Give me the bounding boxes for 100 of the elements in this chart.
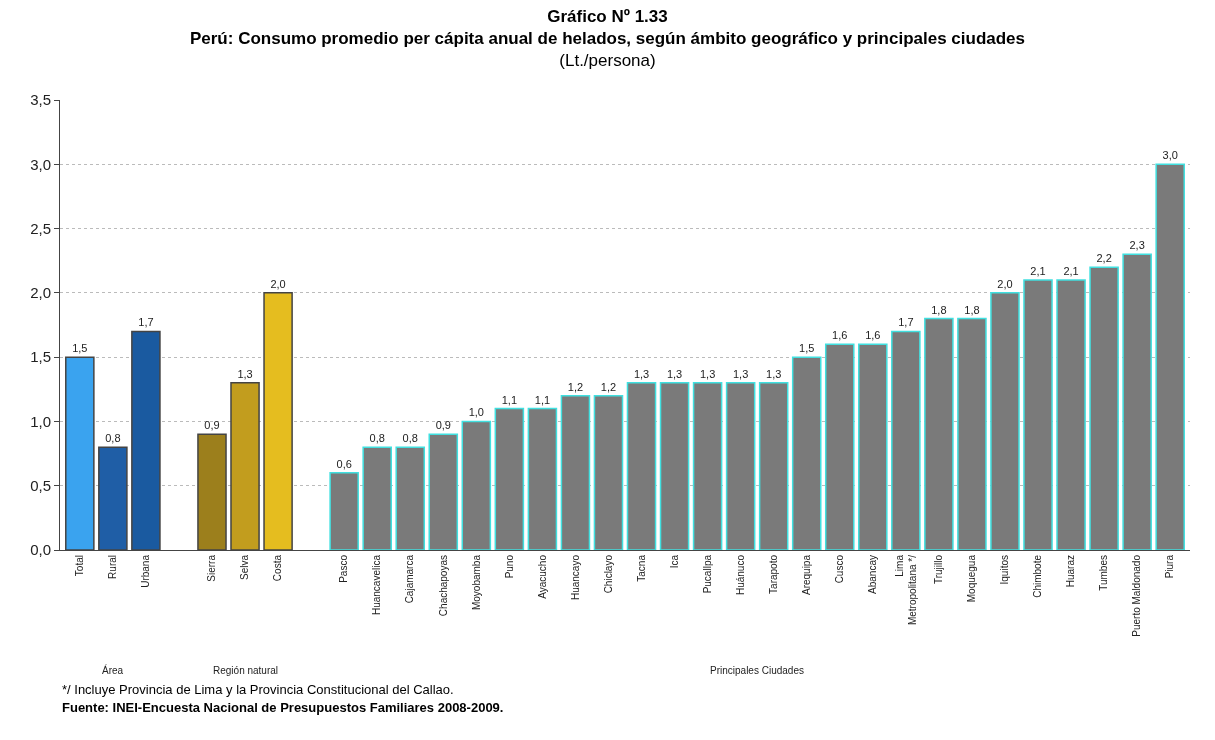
x-tick-label: Tumbes [1098, 555, 1110, 591]
bar [1122, 253, 1152, 550]
data-label: 1,0 [468, 406, 484, 419]
bar [791, 356, 822, 550]
data-label: 1,6 [832, 329, 848, 342]
text: Principales Ciudades [710, 665, 804, 676]
x-tick-label: Piura [1164, 554, 1176, 579]
data-label: 2,1 [1030, 265, 1046, 277]
x-tick-label: Total [74, 555, 86, 577]
data-label: 1,7 [898, 316, 914, 329]
bar [659, 382, 690, 550]
x-tick-label: Costa [272, 554, 284, 582]
x-tick-label: Tarapoto [767, 554, 779, 594]
data-label: 1,2 [567, 380, 584, 393]
chart-title: Gráfico Nº 1.33 Perú: Consumo promedio per cápita anual de helados, según ámbito geográfico y principales ciudades [189, 7, 1026, 49]
data-label: 1,2 [600, 380, 617, 393]
data-label: 0,8 [402, 432, 418, 445]
data-label: 1,3 [633, 367, 650, 380]
bar [891, 330, 921, 550]
bar [593, 394, 624, 550]
y-tick-label: 1,5 [30, 348, 51, 366]
data-label: 1,3 [699, 367, 716, 380]
bar [494, 407, 525, 550]
y-tick-label: 2,5 [30, 219, 51, 237]
data-label: 2,1 [1063, 265, 1079, 277]
data-label: 0,6 [336, 457, 352, 470]
text: Región natural [213, 665, 279, 676]
y-tick-label: 2,0 [30, 284, 51, 302]
x-tick-label: Iquitos [999, 555, 1011, 585]
x-tick-label: Abancay [867, 555, 879, 594]
x-tick-label: Selva [239, 554, 251, 581]
bar [560, 394, 591, 550]
bar [725, 382, 756, 550]
bar [1023, 279, 1053, 550]
x-tick-label: Tacna [635, 554, 647, 582]
x-tick-label: Moyobamba [470, 554, 482, 611]
bar [1089, 266, 1119, 550]
x-tick-label: Lima Metropolitana */ [893, 554, 918, 626]
bar [626, 382, 657, 550]
bar [957, 317, 987, 550]
x-tick-label: Huancavelica [371, 554, 383, 616]
bar [1056, 279, 1086, 550]
y-tick-label: 0,5 [30, 476, 51, 494]
x-tick-label: Rural [107, 555, 119, 579]
bar [924, 317, 954, 550]
x-tick-label: Puerto Maldonado [1131, 554, 1143, 637]
data-label: 2,0 [997, 277, 1013, 290]
x-tick-label: Moquegua [966, 554, 978, 603]
x-tick-label: Sierra [206, 554, 218, 582]
x-tick-label: Trujillo [933, 554, 945, 585]
x-tick-label: Huancayo [569, 554, 581, 601]
x-tick-label: Chimbote [1032, 554, 1044, 598]
data-label: 1,5 [72, 342, 88, 355]
bar [758, 382, 789, 550]
y-tick-label: 3,5 [30, 91, 51, 109]
x-tick-label: Ayacucho [536, 554, 548, 599]
data-label: 1,5 [799, 342, 815, 355]
bar [362, 446, 392, 550]
data-label: 1,8 [964, 303, 980, 316]
data-label: 1,1 [534, 393, 551, 406]
data-label: 0,9 [204, 419, 220, 432]
y-tick-label: 3,0 [30, 155, 51, 173]
x-tick-label: Arequipa [800, 554, 812, 596]
text: */ Incluye Provincia de Lima y la Provincia Constitucional del Callao. [62, 682, 454, 697]
data-label: 1,3 [237, 367, 253, 380]
bar [428, 433, 459, 550]
data-label: 1,1 [501, 393, 517, 406]
data-label: 3,0 [1162, 149, 1178, 162]
x-tick-label: Cajamarca [404, 554, 416, 604]
x-tick-label: Pucallpa [701, 554, 713, 594]
bar [858, 343, 888, 550]
data-label: 2,0 [270, 277, 286, 290]
data-label: 0,9 [435, 419, 451, 432]
x-tick-label: Ica [668, 554, 680, 569]
bar [395, 446, 426, 550]
x-tick-label: Chachapoyas [437, 555, 449, 617]
data-label: 0,8 [369, 432, 385, 445]
x-tick-label: Cusco [834, 554, 846, 584]
x-tick-label: Huánuco [734, 554, 746, 596]
bar [527, 407, 558, 550]
data-label: 1,8 [931, 303, 947, 316]
data-label: 1,3 [666, 367, 683, 380]
data-label: 1,6 [865, 329, 881, 342]
bar [692, 382, 723, 550]
chart-subtitle: (Lt./persona) [559, 51, 656, 71]
data-label: 1,7 [138, 316, 154, 329]
text: Área [102, 664, 124, 676]
source-note: Fuente: INEI-Encuesta Nacional de Presupuestos Familiares 2008-2009. [62, 700, 504, 715]
data-label: 2,3 [1129, 239, 1145, 252]
data-label: 2,2 [1096, 252, 1112, 265]
data-label: 1,3 [733, 367, 749, 380]
bar [990, 292, 1020, 550]
bar [329, 472, 359, 550]
x-tick-label: Huaraz [1065, 555, 1077, 588]
bar [824, 343, 855, 550]
x-tick-label: Chiclayo [602, 554, 614, 594]
y-tick-label: 0,0 [30, 541, 51, 559]
x-tick-label: Pasco [338, 554, 350, 583]
bar [461, 420, 492, 550]
data-label: 0,8 [105, 432, 121, 445]
